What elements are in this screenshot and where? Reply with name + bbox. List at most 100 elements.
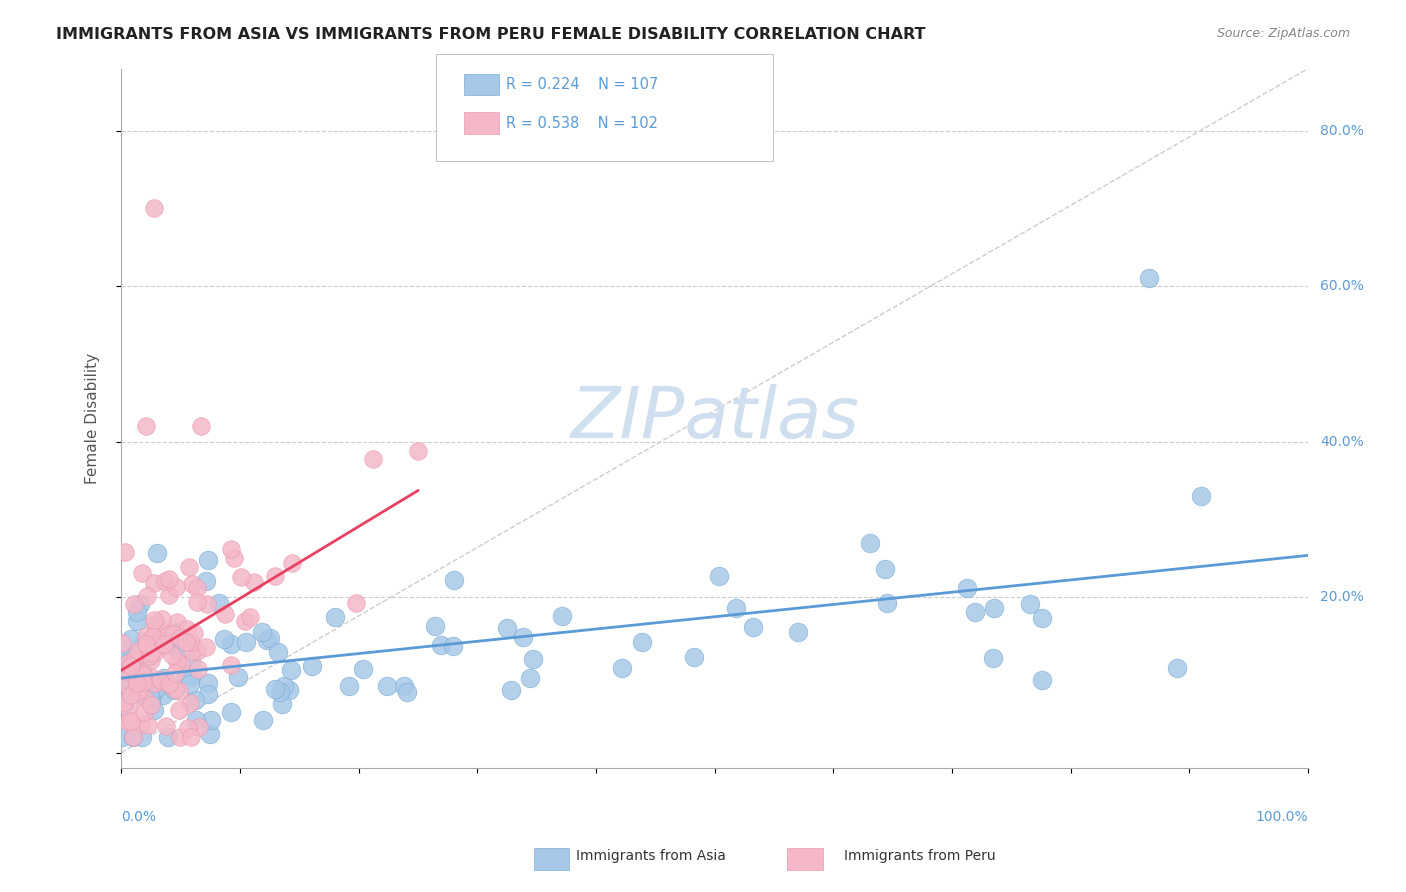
Point bbox=[115, 657, 138, 672]
Point bbox=[198, 727, 221, 741]
Point bbox=[273, 679, 295, 693]
Point bbox=[197, 675, 219, 690]
Point bbox=[139, 649, 162, 664]
Point bbox=[184, 693, 207, 707]
Point bbox=[186, 713, 208, 727]
Text: 100.0%: 100.0% bbox=[1256, 810, 1308, 824]
Point bbox=[132, 705, 155, 719]
Point bbox=[131, 566, 153, 580]
Point bbox=[197, 687, 219, 701]
Text: Immigrants from Asia: Immigrants from Asia bbox=[576, 849, 727, 863]
Point bbox=[120, 659, 142, 673]
Point bbox=[499, 683, 522, 698]
Point bbox=[111, 730, 134, 744]
Text: Source: ZipAtlas.com: Source: ZipAtlas.com bbox=[1216, 27, 1350, 40]
Point bbox=[170, 657, 193, 671]
Point bbox=[180, 655, 202, 669]
Point bbox=[270, 698, 292, 712]
Point bbox=[214, 607, 236, 622]
Point bbox=[725, 601, 748, 615]
Point bbox=[127, 676, 149, 690]
Point bbox=[187, 662, 209, 676]
Point bbox=[156, 730, 179, 744]
Point bbox=[208, 596, 231, 610]
Point bbox=[377, 679, 399, 693]
Point bbox=[875, 562, 897, 576]
Point bbox=[160, 648, 183, 663]
Point bbox=[136, 589, 159, 603]
Point bbox=[120, 632, 142, 646]
Point bbox=[157, 677, 180, 691]
Point bbox=[709, 568, 731, 582]
Point bbox=[187, 720, 209, 734]
Point bbox=[163, 681, 186, 696]
Point bbox=[142, 630, 165, 644]
Point bbox=[361, 451, 384, 466]
Point bbox=[983, 601, 1005, 615]
Point bbox=[1018, 597, 1040, 611]
Point bbox=[155, 719, 177, 733]
Point bbox=[141, 653, 163, 667]
Point bbox=[180, 730, 202, 744]
Point bbox=[197, 553, 219, 567]
Point bbox=[143, 645, 166, 659]
Point bbox=[153, 574, 176, 589]
Point bbox=[117, 654, 139, 668]
Point bbox=[176, 622, 198, 636]
Point bbox=[132, 634, 155, 648]
Point bbox=[1189, 489, 1212, 503]
Text: IMMIGRANTS FROM ASIA VS IMMIGRANTS FROM PERU FEMALE DISABILITY CORRELATION CHART: IMMIGRANTS FROM ASIA VS IMMIGRANTS FROM … bbox=[56, 27, 925, 42]
Point bbox=[1137, 271, 1160, 285]
Point bbox=[131, 674, 153, 689]
Text: Immigrants from Peru: Immigrants from Peru bbox=[844, 849, 995, 863]
Point bbox=[141, 646, 163, 660]
Point bbox=[392, 679, 415, 693]
Point bbox=[1031, 673, 1053, 687]
Point bbox=[406, 444, 429, 458]
Point bbox=[441, 639, 464, 653]
Point bbox=[142, 202, 165, 216]
Point bbox=[176, 635, 198, 649]
Point bbox=[112, 695, 135, 709]
Point bbox=[127, 605, 149, 619]
Point bbox=[124, 649, 146, 664]
Point bbox=[981, 650, 1004, 665]
Point bbox=[269, 684, 291, 698]
Point bbox=[152, 673, 174, 687]
Point bbox=[131, 684, 153, 698]
Point bbox=[149, 673, 172, 687]
Point bbox=[963, 605, 986, 619]
Point bbox=[145, 616, 167, 631]
Point bbox=[153, 637, 176, 651]
Point bbox=[169, 703, 191, 717]
Point bbox=[152, 688, 174, 702]
Point bbox=[145, 546, 167, 560]
Point bbox=[683, 649, 706, 664]
Point bbox=[135, 637, 157, 651]
Point bbox=[179, 696, 201, 710]
Point bbox=[165, 624, 187, 639]
Point bbox=[114, 698, 136, 713]
Point bbox=[166, 615, 188, 630]
Point bbox=[195, 597, 218, 611]
Point bbox=[280, 663, 302, 677]
Point bbox=[152, 639, 174, 653]
Point bbox=[264, 568, 287, 582]
Point bbox=[264, 681, 287, 696]
Point bbox=[219, 658, 242, 673]
Point bbox=[443, 573, 465, 587]
Point bbox=[169, 730, 191, 744]
Point bbox=[179, 677, 201, 691]
Point bbox=[145, 623, 167, 637]
Point bbox=[512, 630, 534, 644]
Point bbox=[252, 713, 274, 727]
Point bbox=[256, 632, 278, 647]
Point bbox=[135, 629, 157, 643]
Point bbox=[131, 730, 153, 744]
Point bbox=[127, 684, 149, 698]
Point bbox=[243, 575, 266, 590]
Point bbox=[117, 715, 139, 730]
Point bbox=[170, 644, 193, 658]
Point bbox=[495, 621, 517, 635]
Point bbox=[876, 595, 898, 609]
